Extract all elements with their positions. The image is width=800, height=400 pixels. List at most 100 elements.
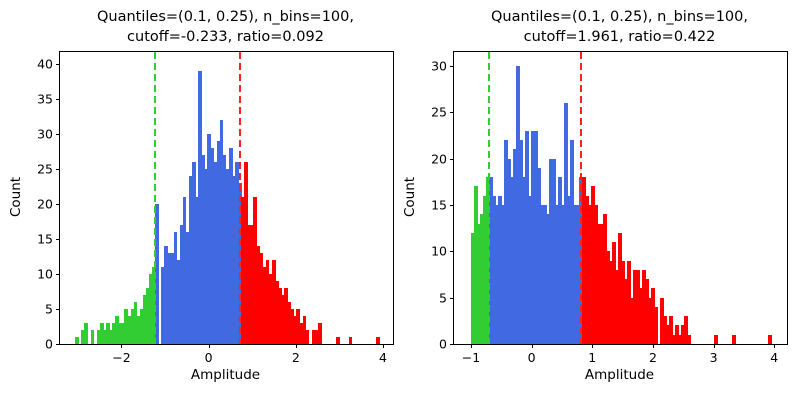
- histogram-bar: [105, 323, 110, 344]
- y-tick-label: 15: [37, 231, 53, 247]
- histogram-bar: [672, 334, 676, 344]
- histogram-bar: [225, 168, 230, 344]
- histogram-bar: [555, 204, 559, 344]
- histogram-bar: [633, 269, 637, 344]
- histogram-bar: [247, 224, 251, 344]
- x-tick: [531, 344, 533, 348]
- histogram-bar: [501, 204, 505, 344]
- x-tick: [470, 344, 472, 348]
- y-tick-label: 30: [431, 58, 447, 74]
- histogram-bar: [102, 330, 107, 344]
- histogram-bar: [228, 147, 233, 344]
- y-tick-label: 25: [431, 104, 447, 120]
- histogram-bar: [222, 154, 227, 344]
- x-tick: [121, 344, 123, 348]
- y-axis-label: Count: [8, 176, 24, 218]
- histogram-bar: [654, 306, 658, 344]
- histogram-bar: [96, 330, 101, 344]
- histogram-bar: [318, 323, 322, 344]
- histogram-bar: [296, 309, 301, 344]
- histogram-bar: [636, 269, 640, 344]
- histogram-bar: [516, 65, 520, 344]
- x-axis-label: Amplitude: [190, 367, 261, 383]
- y-tick-label: 20: [431, 151, 447, 167]
- histogram-bar: [314, 330, 319, 344]
- histogram-bar: [235, 161, 239, 344]
- histogram-bar: [546, 214, 550, 344]
- histogram-bar: [558, 177, 562, 344]
- histogram-bar: [305, 330, 310, 344]
- x-tick-label: 0: [527, 350, 536, 365]
- histogram-bar: [534, 130, 538, 344]
- histogram-bar: [287, 302, 291, 344]
- histogram-bar: [268, 273, 273, 344]
- histogram-bar: [149, 273, 153, 344]
- histogram-bar: [576, 204, 580, 344]
- histogram-bar: [537, 167, 541, 344]
- histogram-bar: [582, 177, 586, 344]
- histogram-bar: [348, 337, 353, 344]
- histogram-bar: [336, 337, 341, 344]
- x-tick-label: 2: [648, 350, 657, 365]
- y-tick-label: 10: [37, 266, 53, 282]
- histogram-bar: [609, 260, 613, 344]
- histogram-bar: [549, 158, 553, 344]
- histogram-bar: [600, 223, 604, 344]
- histogram-bar: [210, 147, 215, 344]
- y-tick-label: 20: [37, 196, 53, 212]
- y-tick: [56, 238, 60, 240]
- lower-quantile-line: [487, 52, 490, 344]
- histogram-bar: [570, 140, 574, 344]
- histogram-bar: [678, 334, 682, 344]
- histogram-bar: [669, 316, 673, 344]
- histogram-bar: [204, 168, 208, 344]
- x-tick: [713, 344, 715, 348]
- histogram-bar: [561, 204, 565, 344]
- histogram-bar: [201, 154, 205, 344]
- histogram-bar: [488, 177, 493, 344]
- histogram-bar: [133, 302, 138, 344]
- y-tick: [56, 168, 60, 170]
- histogram-bar: [274, 280, 279, 344]
- lower-quantile-line: [153, 52, 156, 344]
- histogram-bar: [768, 334, 772, 344]
- histogram-bar: [666, 325, 670, 344]
- histogram-bar: [627, 260, 631, 344]
- histogram-bar: [648, 297, 652, 344]
- y-tick: [450, 204, 454, 206]
- histogram-bar: [250, 224, 255, 344]
- upper-quantile-line: [580, 52, 583, 344]
- histogram-bar: [112, 323, 116, 344]
- histogram-bar: [567, 195, 571, 344]
- histogram-bar: [603, 214, 607, 344]
- y-tick: [56, 133, 60, 135]
- histogram-bar: [188, 175, 193, 344]
- histogram-bar: [498, 195, 502, 344]
- histogram-bar: [109, 330, 113, 344]
- histogram-bar: [612, 242, 616, 344]
- histogram-bar: [510, 177, 514, 344]
- histogram-bar: [675, 325, 679, 344]
- histogram-bar: [238, 182, 242, 344]
- x-tick: [652, 344, 654, 348]
- histogram-bar: [265, 259, 270, 344]
- histogram-bar: [259, 252, 264, 344]
- plot-area: −2 0 2 4 0 5 10 15 20 25 30 35 40: [37, 51, 394, 365]
- histogram-bar: [290, 309, 295, 344]
- histogram-bar: [253, 196, 258, 344]
- histogram-bar: [528, 195, 532, 344]
- y-tick: [450, 158, 454, 160]
- histogram-bar: [173, 231, 178, 344]
- histogram-bar: [522, 177, 526, 344]
- histogram-bar: [606, 251, 610, 344]
- histogram-bar: [164, 245, 169, 344]
- histogram-bar: [621, 260, 625, 344]
- histogram-bar: [642, 269, 646, 344]
- histogram-bar: [145, 287, 150, 344]
- histogram-bar: [84, 323, 89, 344]
- y-tick-label: 25: [37, 161, 53, 177]
- x-tick-label: −2: [112, 350, 131, 365]
- histogram-bar: [136, 316, 141, 344]
- histogram-bar: [714, 334, 718, 344]
- x-axis-label: Amplitude: [584, 367, 655, 383]
